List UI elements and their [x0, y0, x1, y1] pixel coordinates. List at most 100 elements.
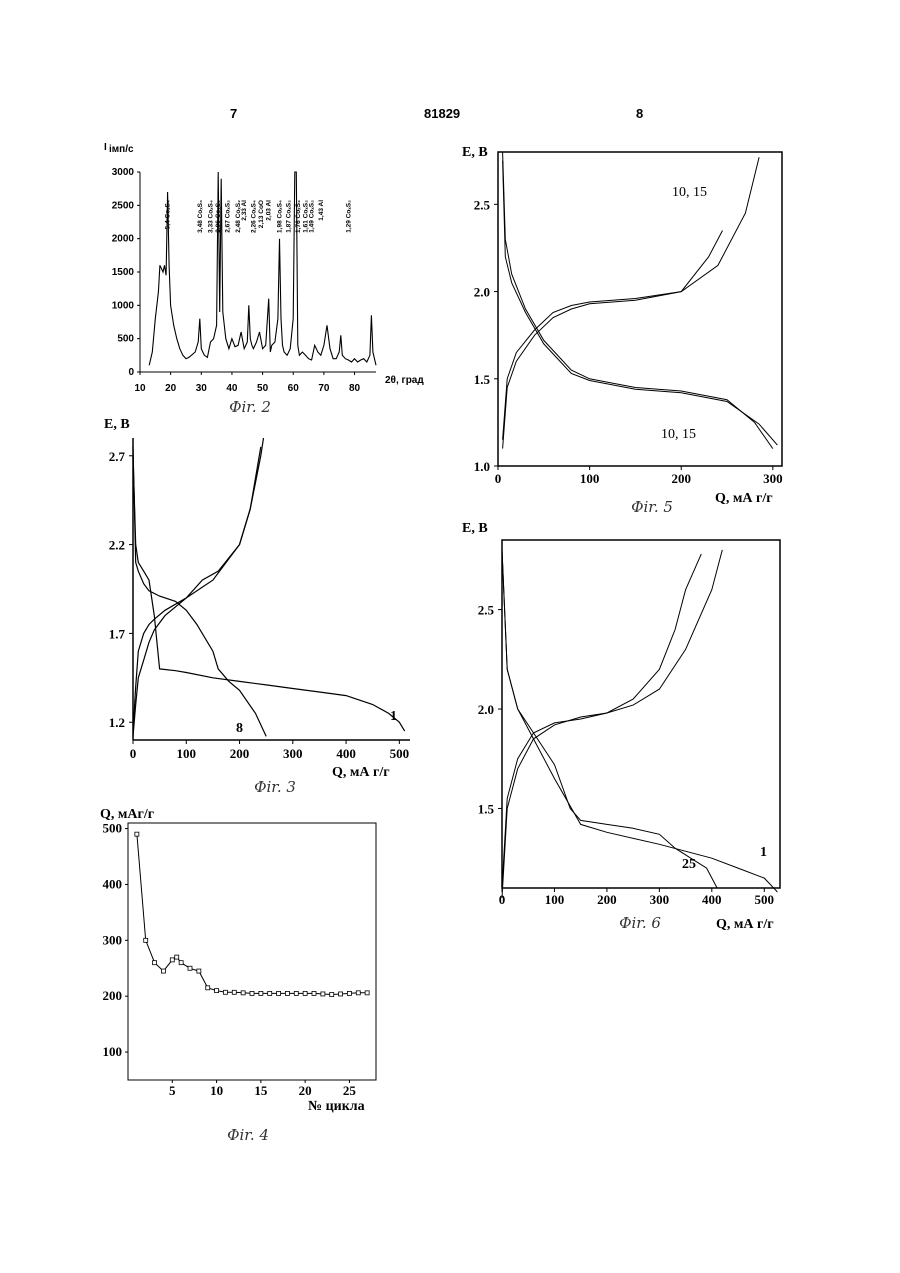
fig2-peak-label: 5,4 CoₓS₄ [165, 200, 172, 229]
fig4-y-label: Q, мАг/г [100, 807, 154, 822]
fig4-series-line [137, 834, 367, 994]
fig6-curve-label-25: 25 [682, 857, 696, 872]
fig4-data-point [294, 991, 298, 995]
fig3-y-label: E, B [104, 417, 130, 432]
fig4-data-point [232, 990, 236, 994]
fig6-x-label: Q, мА г/г [716, 917, 774, 932]
fig4-data-point [161, 969, 165, 973]
fig2-peak-label: 2,03 Al [266, 200, 273, 221]
fig4-data-point [223, 990, 227, 994]
fig4-data-point [356, 991, 360, 995]
fig3-x-tick-label: 500 [390, 746, 410, 761]
fig2-x-tick-label: 70 [318, 383, 330, 394]
fig4-x-tick-label: 10 [210, 1083, 223, 1098]
fig2-peak-label: 3,48 CoₓS₃ [197, 200, 204, 233]
fig3-x-tick-label: 400 [336, 746, 356, 761]
fig4-data-point [312, 991, 316, 995]
fig5-y-tick-label: 2.5 [474, 197, 491, 212]
fig4-data-point [135, 832, 139, 836]
fig6-x-tick-label: 300 [650, 892, 670, 907]
fig6-y-tick-label: 1.5 [478, 801, 495, 816]
fig2-peak-label: 2,26 CoₓS₄ [250, 200, 257, 233]
fig3-x-tick-label: 100 [177, 746, 197, 761]
fig4-x-tick-label: 20 [299, 1083, 312, 1098]
fig6-y-tick-label: 2.5 [478, 603, 495, 618]
fig3-x-tick-label: 0 [130, 746, 137, 761]
fig4-data-point [250, 991, 254, 995]
fig2-y-label-sub: імп/с [109, 144, 134, 155]
fig4-x-tick-label: 5 [169, 1083, 176, 1098]
fig2-y-tick-label: 1000 [112, 300, 135, 311]
fig3-y-tick-label: 2.2 [109, 538, 125, 553]
fig5-y-tick-label: 1.0 [474, 459, 490, 474]
fig3-y-tick-label: 2.7 [109, 449, 126, 464]
fig2-y-tick-label: 3000 [112, 167, 135, 178]
fig5-series-line-4 [503, 231, 723, 440]
fig2-y-tick-label: 2500 [112, 200, 135, 211]
fig2-peak-label: 2,96 CoₓS₂ [215, 200, 222, 233]
fig4-data-point [153, 961, 157, 965]
fig4-data-point [188, 966, 192, 970]
fig6-curve-label-1: 1 [760, 845, 767, 860]
fig4-data-point [179, 961, 183, 965]
fig5-y-tick-label: 2.0 [474, 285, 490, 300]
fig3-curve-label-1: 1 [390, 709, 397, 724]
fig3-series-line-3 [133, 447, 266, 737]
fig5-x-tick-label: 0 [495, 471, 502, 486]
fig3-x-tick-label: 300 [283, 746, 303, 761]
fig2-y-tick-label: 1500 [112, 267, 135, 278]
fig6-series-line-2 [502, 550, 722, 898]
fig6-caption: Фir. 6 [619, 914, 661, 932]
fig2-peak-label: 1,49 CoₓS₂ [309, 200, 316, 233]
fig4-data-point [365, 991, 369, 995]
fig4-data-point [277, 991, 281, 995]
fig4-data-point [268, 991, 272, 995]
fig4-data-point [144, 938, 148, 942]
fig2-caption: Фir. 2 [229, 398, 271, 416]
fig2-x-label: 2θ, град [385, 375, 424, 386]
fig2-peak-label: 1,29 CoₓS₂ [345, 200, 352, 233]
fig4-data-point [303, 991, 307, 995]
fig2-peak-label: 1,98 CoₓS₄ [276, 200, 283, 233]
fig6-frame [502, 540, 780, 888]
fig4-data-point [241, 991, 245, 995]
fig2-peak-label: 2,67 CoₓS₂ [224, 200, 231, 233]
fig4-caption: Фir. 4 [227, 1126, 269, 1144]
fig4-data-point [330, 993, 334, 997]
fig5-y-label: E, B [462, 145, 488, 160]
fig5-curve-label-bottom: 10, 15 [661, 427, 696, 442]
fig5-curve-label-top: 10, 15 [672, 185, 707, 200]
fig5-frame [498, 152, 782, 466]
fig5-x-tick-label: 200 [671, 471, 691, 486]
fig4-y-tick-label: 200 [103, 988, 123, 1003]
fig4-x-tick-label: 15 [254, 1083, 268, 1098]
fig4-data-point [339, 992, 343, 996]
fig2-x-tick-label: 50 [257, 383, 269, 394]
fig4-x-tick-label: 25 [343, 1083, 357, 1098]
fig5-series-line-2 [503, 161, 778, 445]
fig5-caption: Фir. 5 [631, 498, 673, 516]
fig6-x-tick-label: 200 [597, 892, 617, 907]
fig5-y-tick-label: 1.5 [474, 372, 491, 387]
fig4-data-point [215, 989, 219, 993]
fig6-series-line-3 [502, 550, 717, 888]
fig4-data-point [347, 991, 351, 995]
fig5-x-tick-label: 300 [763, 471, 783, 486]
fig2-peak-label: 1,43 Al [318, 200, 325, 221]
fig2-x-tick-label: 40 [226, 383, 238, 394]
fig2-peak-label: 2,33 Al [241, 200, 248, 221]
fig4-y-tick-label: 100 [103, 1044, 123, 1059]
fig3-x-tick-label: 200 [230, 746, 250, 761]
fig2-y-tick-label: 0 [128, 367, 134, 378]
fig2-y-tick-label: 2000 [112, 234, 135, 245]
fig6-x-tick-label: 400 [702, 892, 722, 907]
fig2-peak-label: 3,33 CoₓS₄ [207, 200, 214, 233]
fig3-x-label: Q, мА г/г [332, 765, 390, 780]
fig5-x-label: Q, мА г/г [715, 491, 773, 506]
fig4-data-point [259, 991, 263, 995]
fig3-y-tick-label: 1.2 [109, 715, 125, 730]
fig4-y-tick-label: 300 [103, 932, 123, 947]
fig4-data-point [206, 986, 210, 990]
fig6-y-tick-label: 2.0 [478, 702, 494, 717]
